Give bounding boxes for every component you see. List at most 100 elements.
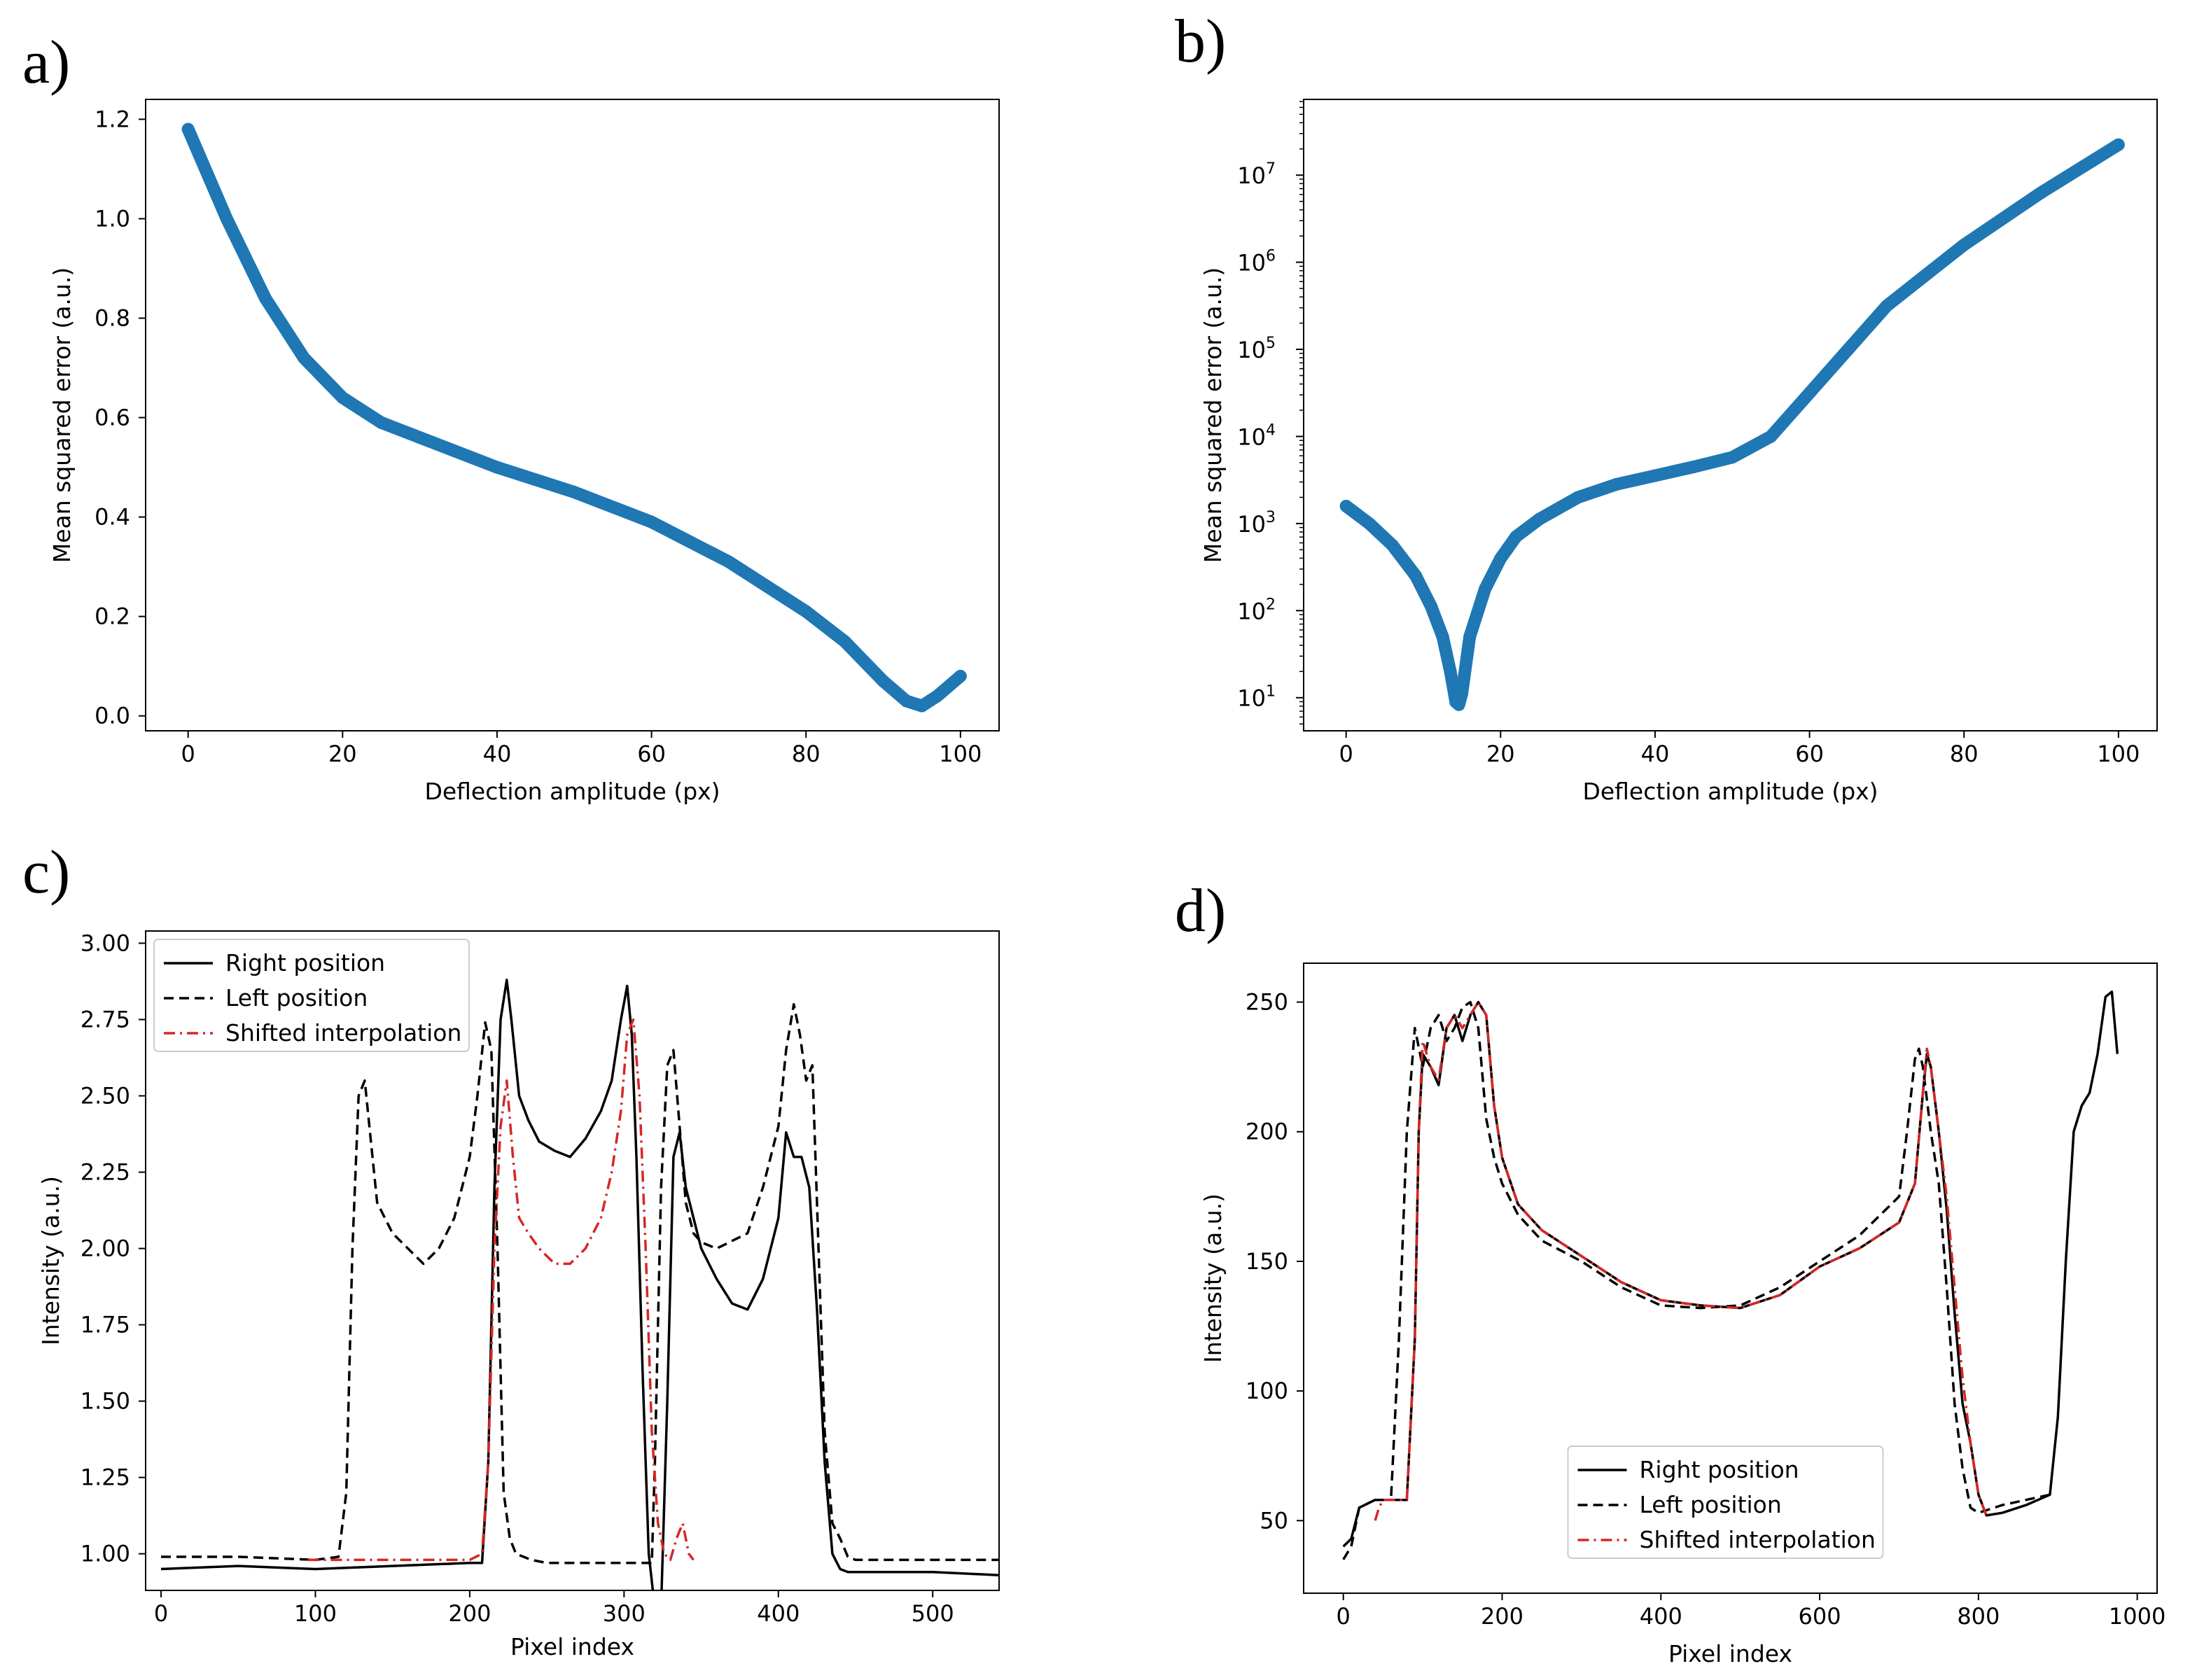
series-line (161, 1002, 999, 1564)
y-axis-label: Mean squared error (a.u.) (48, 267, 76, 564)
scatter-point (1509, 530, 1523, 543)
x-tick-label: 0 (1339, 741, 1353, 767)
x-tick-label: 600 (1799, 1603, 1841, 1630)
y-tick-label: 104 (1237, 421, 1276, 450)
scatter-point (1958, 238, 1971, 251)
plot-area (1339, 138, 2125, 711)
plot-area (181, 122, 967, 713)
scatter-point (1610, 477, 1623, 491)
y-tick-label: 0.6 (95, 405, 130, 431)
scatter-point (1726, 451, 1739, 464)
x-tick-label: 80 (1950, 741, 1979, 767)
panel-letter: c) (22, 839, 70, 906)
x-tick-label: 800 (1957, 1603, 2000, 1630)
y-tick-label: 2.00 (81, 1236, 130, 1262)
legend: Right position Left position Shifted inter… (1567, 1446, 1884, 1559)
scatter-point (1409, 569, 1422, 582)
x-tick-label: 0 (154, 1600, 168, 1627)
scatter-point (1648, 469, 1661, 482)
legend-label: Right position (1640, 1456, 1799, 1483)
x-tick-label: 300 (603, 1600, 646, 1627)
series-line (1374, 1000, 1988, 1521)
y-tick-label: 2.50 (81, 1083, 130, 1110)
y-tick-label: 2.75 (81, 1006, 130, 1032)
scatter-point (568, 486, 581, 499)
scatter-point (298, 351, 311, 365)
legend-label: Shifted interpolation (225, 1019, 461, 1046)
y-tick-label: 0.2 (95, 603, 130, 630)
scatter-point (1494, 552, 1507, 565)
scatter-point (181, 122, 195, 136)
scatter-point (1880, 299, 1893, 312)
x-tick-label: 80 (792, 741, 821, 767)
y-tick-label: 103 (1237, 509, 1276, 538)
scatter-point (1764, 430, 1778, 443)
scatter-point (915, 699, 928, 713)
scatter-point (1571, 491, 1584, 504)
scatter-point (1452, 698, 1465, 711)
legend: Right position Left position Shifted inter… (153, 939, 470, 1052)
chart-panel-d: d) 0 200 400 600 800 1000 50 100 150 200 250 Pixel i… (1175, 877, 2165, 1667)
y-tick-label: 3.00 (81, 930, 130, 956)
panel-letter: d) (1175, 877, 1226, 945)
plot-frame (145, 930, 1000, 1591)
x-tick-label: 20 (328, 741, 357, 767)
scatter-point (800, 605, 813, 618)
chart-panel-b: b) 0 20 40 60 80 100 101 102 103 104 105 106 107 Defle… (1175, 8, 2158, 805)
plot-frame (1303, 962, 2158, 1594)
legend-box (1567, 1446, 1884, 1559)
scatter-point (2035, 186, 2048, 200)
x-axis-label: Pixel index (1668, 1640, 1792, 1667)
x-tick-label: 400 (757, 1600, 800, 1627)
x-tick-label: 500 (912, 1600, 954, 1627)
y-tick-label: 102 (1237, 596, 1276, 624)
chart-panel-c: c) 0 100 200 300 400 500 1.00 1.25 1.50 1.75 2.00 2.… (22, 839, 1000, 1660)
x-tick-label: 0 (181, 741, 195, 767)
plot-area (1342, 990, 2119, 1560)
x-tick-label: 0 (1337, 1603, 1351, 1630)
x-axis-label: Pixel index (510, 1633, 634, 1660)
y-tick-label: 50 (1260, 1507, 1288, 1534)
scatter-point (490, 461, 503, 474)
x-tick-label: 40 (1641, 741, 1670, 767)
scatter-point (1687, 461, 1701, 473)
legend-label: Left position (225, 984, 368, 1011)
y-tick-label: 150 (1246, 1248, 1288, 1275)
scatter-point (1479, 582, 1492, 596)
x-tick-label: 400 (1640, 1603, 1682, 1630)
y-tick-label: 1.00 (81, 1541, 130, 1567)
x-tick-label: 40 (483, 741, 512, 767)
scatter-point (1339, 500, 1353, 512)
x-tick-label: 200 (448, 1600, 491, 1627)
x-tick-label: 60 (637, 741, 666, 767)
scatter-point (722, 555, 735, 568)
legend-label: Shifted interpolation (1640, 1526, 1876, 1553)
scatter-point (375, 416, 388, 429)
scatter-point (1533, 512, 1546, 526)
scatter-point (220, 212, 233, 225)
scatter-point (1436, 630, 1449, 643)
scatter-point (336, 391, 349, 405)
scatter-point (259, 292, 272, 305)
x-tick-label: 1000 (2109, 1603, 2165, 1630)
x-axis-label: Deflection amplitude (px) (1582, 778, 1878, 805)
legend-label: Right position (225, 949, 385, 976)
y-tick-label: 1.0 (95, 205, 130, 232)
scatter-point (1386, 539, 1399, 552)
legend-box (153, 939, 470, 1052)
scatter-point (413, 431, 426, 444)
y-tick-label: 200 (1246, 1119, 1288, 1145)
x-tick-label: 60 (1795, 741, 1824, 767)
scatter-series (1339, 138, 2125, 711)
y-tick-label: 101 (1237, 683, 1276, 712)
scatter-point (1444, 665, 1457, 678)
series-line (307, 1018, 695, 1562)
y-tick-label: 0.4 (95, 504, 130, 531)
scatter-point (930, 690, 944, 703)
scatter-point (900, 694, 913, 708)
y-tick-label: 0.8 (95, 305, 130, 332)
plot-area (160, 979, 999, 1590)
x-tick-label: 100 (2097, 741, 2140, 767)
y-tick-label: 2.25 (81, 1159, 130, 1186)
scatter-point (838, 635, 851, 648)
